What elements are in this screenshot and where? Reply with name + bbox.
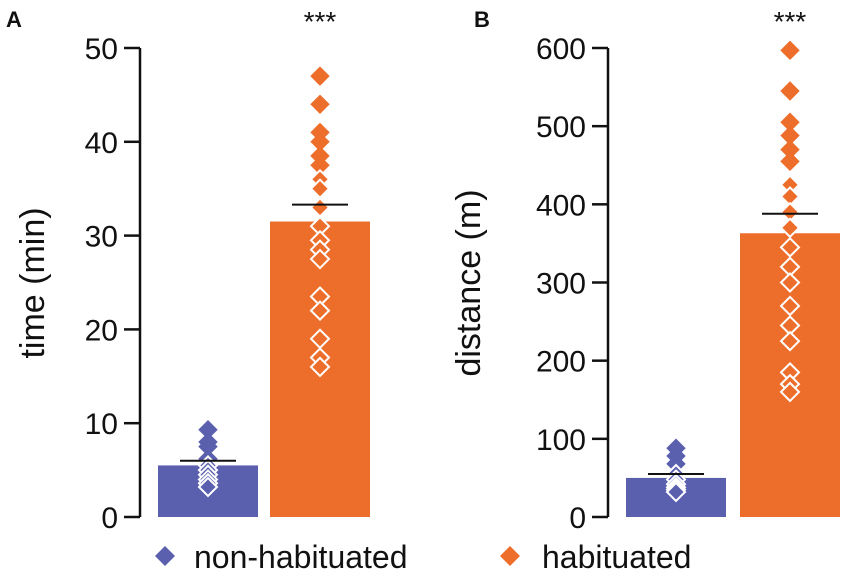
- panel-label-a: A: [6, 7, 22, 32]
- data-point-habituated: [309, 215, 331, 237]
- data-point-habituated: [309, 356, 331, 378]
- y-axis-label-b: distance (m): [450, 189, 488, 376]
- y-tick-label: 30: [85, 221, 118, 254]
- data-point-habituated: [780, 40, 800, 61]
- panel-a: A time (min) 0 10 20 30 40 50 ***: [6, 6, 370, 535]
- legend-marker-habituated: [500, 546, 520, 566]
- y-tick-label: 0: [101, 502, 118, 535]
- legend-marker-non-habituated: [155, 546, 175, 566]
- data-point-habituated: [779, 295, 801, 317]
- data-point-habituated: [309, 328, 331, 350]
- data-point-habituated: [310, 66, 330, 86]
- y-tick-label: 500: [536, 111, 586, 144]
- data-point-habituated: [309, 178, 331, 200]
- y-axis-label-a: time (min): [14, 207, 52, 358]
- data-point-habituated: [779, 272, 801, 293]
- y-tick-label: 20: [85, 314, 118, 347]
- data-point-habituated: [779, 315, 801, 336]
- data-point-habituated: [310, 94, 330, 114]
- data-point-habituated: [779, 217, 801, 239]
- legend-label-non-habituated: non-habituated: [194, 539, 408, 575]
- significance-marker: ***: [304, 6, 337, 37]
- legend: non-habituated habituated: [155, 539, 691, 575]
- y-tick-label: 0: [569, 502, 586, 535]
- y-tick-label: 600: [536, 33, 586, 66]
- y-tick-label: 50: [85, 33, 118, 66]
- panel-b: B distance (m) 0 100 200 300 400 500 600 ***: [450, 6, 840, 535]
- data-point-non-habituated: [197, 476, 219, 498]
- legend-label-habituated: habituated: [542, 539, 691, 575]
- data-point-habituated: [780, 151, 800, 172]
- data-point-habituated: [309, 197, 331, 218]
- data-point-habituated: [309, 286, 331, 307]
- data-point-habituated: [780, 125, 800, 146]
- data-point-habituated: [779, 186, 801, 207]
- significance-marker: ***: [774, 6, 807, 37]
- panel-label-b: B: [474, 7, 490, 32]
- y-tick-label: 40: [85, 127, 118, 160]
- data-point-non-habituated: [665, 481, 687, 503]
- data-point-habituated: [779, 236, 801, 258]
- data-point-habituated: [779, 256, 801, 278]
- y-tick-label: 400: [536, 189, 586, 222]
- data-point-habituated: [310, 155, 330, 175]
- data-point-habituated: [310, 132, 330, 152]
- data-point-habituated: [779, 330, 801, 352]
- y-tick-label: 10: [85, 408, 118, 441]
- y-tick-label: 300: [536, 268, 586, 301]
- data-point-habituated: [780, 81, 800, 101]
- data-point-habituated: [309, 248, 331, 270]
- y-tick-label: 100: [536, 424, 586, 457]
- data-point-habituated: [779, 381, 801, 403]
- y-tick-label: 200: [536, 346, 586, 379]
- data-point-habituated: [780, 112, 800, 132]
- data-point-habituated: [309, 300, 331, 322]
- data-point-habituated: [779, 201, 801, 223]
